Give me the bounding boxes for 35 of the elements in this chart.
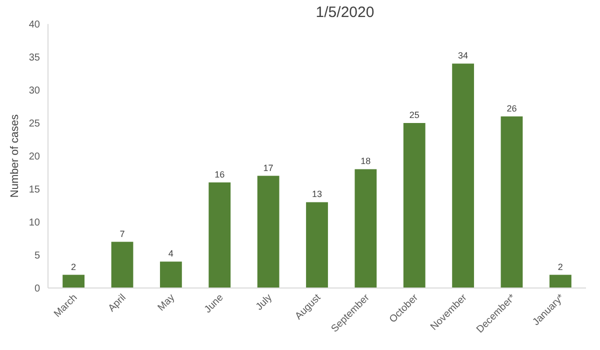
y-tick-label: 15 [28,184,40,196]
y-axis-title: Number of cases [9,114,21,198]
data-label: 34 [458,50,468,61]
y-tick-label: 30 [28,86,40,96]
x-tick-label: May [156,292,178,314]
y-tick-label: 40 [28,20,40,30]
data-label: 16 [214,169,225,180]
data-label: 2 [558,262,563,272]
y-tick-label: 5 [34,250,40,262]
y-tick-label: 25 [28,118,40,130]
y-tick-label: 0 [34,284,40,294]
data-label: 18 [360,156,371,166]
bar [500,116,523,288]
x-tick-label: July [254,292,274,313]
bar [208,182,231,288]
bar [452,64,474,288]
bar [111,242,134,288]
y-tick-label: 35 [28,52,40,64]
bar [62,274,85,288]
bar [354,169,377,288]
bar [403,123,426,288]
data-label: 7 [120,228,125,239]
bar [549,274,572,288]
chart-title: 1/5/2020 [316,4,374,21]
data-label: 25 [409,110,420,120]
bar [257,176,280,288]
bar [306,202,328,288]
bar [160,262,182,288]
y-tick-label: 20 [28,152,40,162]
data-label: 2 [71,262,76,272]
data-label: 13 [312,189,322,200]
data-label: 26 [506,103,517,114]
data-label: 4 [168,248,174,259]
y-tick-label: 10 [28,218,40,228]
data-label: 17 [263,162,274,173]
